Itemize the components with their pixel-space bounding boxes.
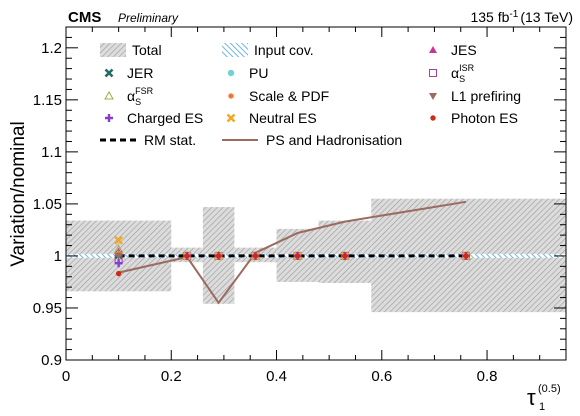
x-tick-label: 0 (62, 368, 70, 385)
photon-es-point-0 (115, 270, 122, 277)
legend-label-s-fsr: αSFSR (127, 86, 154, 107)
lumi-label: 135 fb-1 (13 TeV) (470, 9, 573, 25)
neutral-es-point-0 (114, 235, 123, 245)
legend-label-jer: JER (127, 65, 153, 81)
x-axis-label-sub: 1 (539, 401, 545, 413)
legend-label-rm-stat: RM stat. (144, 132, 196, 148)
lumi-exponent: -1 (509, 9, 518, 20)
photon-es-point-2 (215, 253, 222, 259)
x-axis-label-sup: (0.5) (538, 383, 561, 395)
legend-swatch-total (100, 43, 126, 57)
cms-label: CMS (68, 9, 101, 26)
legend-label-sup: ISR (459, 63, 475, 73)
legend-label-photon-es: Photon ES (451, 110, 518, 126)
photon-es-point-1 (184, 253, 190, 259)
legend-label-s-isr: αSISR (451, 63, 475, 84)
legend-label-input-cov: Input cov. (254, 42, 314, 58)
x-axis-label-base: τ (527, 385, 536, 410)
legend-swatch-jes (429, 46, 437, 53)
preliminary-label: Preliminary (118, 11, 179, 25)
y-axis-label: Variation/nominal (8, 121, 29, 266)
legend-swatch-s-isr (429, 69, 437, 77)
legend-swatch-photon-es (430, 115, 436, 121)
x-tick-label: 0.4 (266, 368, 287, 385)
photon-es-point-4 (294, 253, 301, 259)
y-tick-label: 0.95 (33, 300, 62, 317)
legend-label-charged-es: Charged ES (127, 110, 203, 126)
photon-es-point-6 (463, 253, 469, 259)
legend-swatch-s-fsr (104, 90, 114, 100)
x-axis-label: τ 1 (0.5) (527, 383, 561, 413)
y-tick-label: 1.15 (33, 92, 62, 109)
legend-label-base: α (451, 65, 459, 81)
marker-layer (113, 235, 471, 277)
legend-label-sub: S (459, 74, 465, 84)
legend-swatch-pu (227, 69, 235, 77)
legend-label-l1-prefiring: L1 prefiring (451, 88, 521, 104)
legend-swatch-neutral-es (226, 113, 236, 123)
x-tick-label: 0.8 (477, 368, 498, 385)
lumi-energy: (13 TeV) (520, 9, 573, 25)
legend-label-sup: FSR (135, 86, 154, 96)
l1-prefiring-point-0 (114, 252, 123, 260)
y-tick-label: 1.1 (41, 144, 62, 161)
legend-label-pu: PU (249, 65, 268, 81)
legend-label-neutral-es: Neutral ES (249, 110, 317, 126)
y-tick-label: 1 (54, 248, 62, 265)
y-tick-label: 0.9 (41, 352, 62, 369)
x-tick-label: 0.2 (161, 368, 182, 385)
legend-label-jes: JES (451, 42, 477, 58)
photon-es-point-5 (342, 253, 348, 259)
legend-label-sub: S (135, 97, 141, 107)
y-tick-label: 1.05 (33, 196, 62, 213)
legend-swatch-jer (104, 68, 114, 78)
legend-swatch-scale-pdf (228, 93, 234, 99)
axis-ticks: 0 0.2 0.4 0.6 0.8 0.9 0.95 1 1.05 1.1 1.15 1.2 (33, 26, 567, 385)
legend-swatch-charged-es (105, 114, 113, 122)
y-tick-label: 1.2 (41, 40, 62, 57)
photon-es-point-3 (252, 253, 259, 259)
legend-label-total: Total (132, 42, 162, 58)
legend-label-base: α (127, 88, 135, 104)
legend-swatch-input-cov (222, 43, 248, 57)
legend-label-ps-and-hadronisation: PS and Hadronisation (266, 132, 402, 148)
x-tick-label: 0.6 (371, 368, 392, 385)
lumi-value: 135 fb (470, 9, 509, 25)
legend-swatch-l1-prefiring (429, 93, 437, 100)
charged-es-point-0 (114, 259, 123, 268)
legend-label-scale-pdf: Scale & PDF (249, 88, 329, 104)
